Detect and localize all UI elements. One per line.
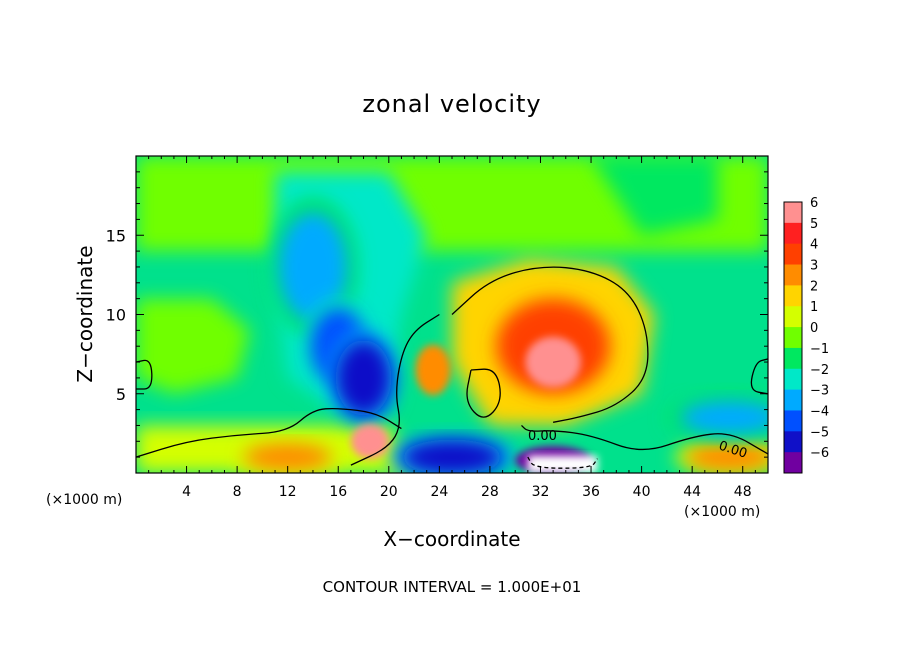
contour-label-1: 0.00 <box>528 429 557 444</box>
field-band-1 <box>136 298 250 394</box>
x-axis-label: X−coordinate <box>383 527 520 551</box>
colorbar-label: 1 <box>810 300 818 315</box>
zero-contour-line <box>521 424 768 455</box>
zero-contour-line <box>750 358 768 395</box>
x-tick-label: 4 <box>182 484 191 500</box>
field-feature-surface_positive <box>243 442 332 472</box>
contour-interval-note: CONTOUR INTERVAL = 1.000E+01 <box>323 578 582 596</box>
zero-contours <box>136 266 768 469</box>
colorbar-label: 2 <box>810 279 818 294</box>
colorbar-label: −2 <box>810 363 829 378</box>
colorbar-swatch <box>784 202 802 224</box>
x-tick-label: 12 <box>279 484 297 500</box>
field-feature-surface_negative <box>679 400 768 435</box>
x-unit-left: (×1000 m) <box>46 492 122 508</box>
y-tick-label: 10 <box>106 306 126 325</box>
colorbar-swatch <box>784 347 802 370</box>
colorbar-label: 0 <box>810 321 818 336</box>
y-tick-label: 15 <box>106 226 126 245</box>
colorbar-label: −4 <box>810 404 829 419</box>
x-tick-label: 40 <box>633 484 651 500</box>
x-tick-label: 44 <box>683 484 701 500</box>
colorbar-swatch <box>784 306 802 328</box>
x-axis: 4 8 12 16 20 24 28 32 36 40 44 48 <box>148 156 756 500</box>
x-tick-label: 32 <box>532 484 550 500</box>
field-feature-negative_core <box>335 339 392 416</box>
colorbar-swatch <box>784 410 802 432</box>
x-tick-label: 24 <box>430 484 448 500</box>
x-tick-label: 16 <box>329 484 347 500</box>
colorbar-swatch <box>784 243 802 265</box>
colorbar-label: −5 <box>810 425 829 440</box>
x-unit-right: (×1000 m) <box>684 504 760 520</box>
colorbar-label: −1 <box>810 342 829 357</box>
field-feature-surface_max <box>350 423 389 459</box>
velocity-field <box>136 156 768 473</box>
field-below-scale <box>527 455 598 473</box>
colorbar-label: 5 <box>810 217 818 232</box>
zero-contour-line <box>451 266 649 423</box>
colorbar-label: −3 <box>810 384 829 399</box>
zero-contour-line <box>136 407 402 458</box>
y-axis-label: Z−coordinate <box>73 245 97 382</box>
field-feature-negative_region <box>277 211 349 323</box>
chart-title: zonal velocity <box>362 90 541 118</box>
colorbar-swatch <box>784 452 802 474</box>
field-band-4 <box>591 156 718 236</box>
colorbar-swatch <box>784 264 802 286</box>
colorbar: 6 5 4 3 2 1 0 −1 −2 −3 −4 −5 −6 <box>783 196 829 474</box>
colorbar-frame <box>783 201 803 474</box>
zero-contour-line <box>350 313 440 466</box>
colorbar-label: 6 <box>810 196 818 211</box>
x-tick-label: 20 <box>380 484 398 500</box>
colorbar-label: −6 <box>810 446 829 461</box>
y-axis: 5 10 15 <box>106 171 768 458</box>
colorbar-swatch <box>784 222 802 245</box>
field-feature-surface_positive <box>685 442 768 472</box>
colorbar-swatch <box>784 327 802 349</box>
x-tick-label: 36 <box>582 484 600 500</box>
colorbar-swatch <box>784 389 802 411</box>
x-tick-label: 48 <box>734 484 752 500</box>
colorbar-label: 3 <box>810 259 818 274</box>
y-tick-label: 5 <box>116 385 126 404</box>
zero-contour-line <box>527 456 598 469</box>
colorbar-swatch <box>784 285 802 307</box>
colorbar-label: 4 <box>810 238 818 253</box>
colorbar-swatch <box>784 368 802 391</box>
field-feature-jet_max <box>525 336 581 388</box>
x-tick-label: 28 <box>481 484 499 500</box>
field-feature-positive_blob <box>415 344 451 396</box>
colorbar-swatch <box>784 431 802 453</box>
field-feature-surface_negative <box>401 439 503 473</box>
x-tick-label: 8 <box>233 484 242 500</box>
zero-contour-line <box>466 368 501 418</box>
